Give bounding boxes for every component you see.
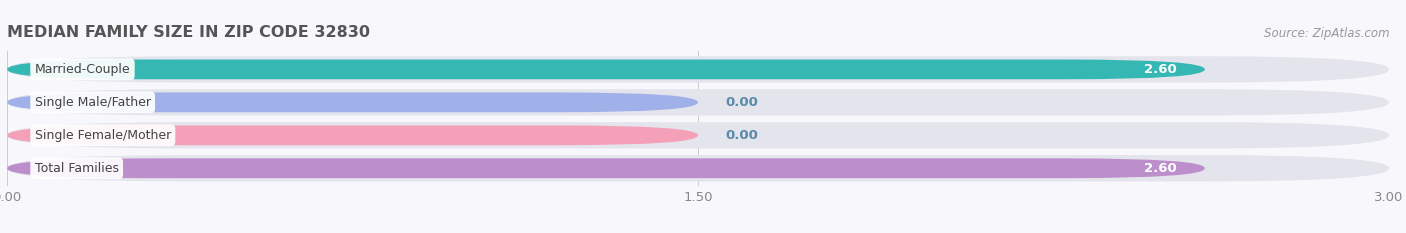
Text: 0.00: 0.00 bbox=[725, 96, 759, 109]
FancyBboxPatch shape bbox=[7, 93, 697, 112]
Text: 0.00: 0.00 bbox=[725, 129, 759, 142]
Text: 2.60: 2.60 bbox=[1144, 63, 1177, 76]
FancyBboxPatch shape bbox=[7, 122, 1389, 148]
FancyBboxPatch shape bbox=[7, 56, 1389, 82]
FancyBboxPatch shape bbox=[7, 59, 1205, 79]
FancyBboxPatch shape bbox=[7, 89, 1389, 116]
FancyBboxPatch shape bbox=[7, 158, 1205, 178]
Text: MEDIAN FAMILY SIZE IN ZIP CODE 32830: MEDIAN FAMILY SIZE IN ZIP CODE 32830 bbox=[7, 25, 370, 41]
Text: Source: ZipAtlas.com: Source: ZipAtlas.com bbox=[1264, 27, 1389, 41]
Text: Single Female/Mother: Single Female/Mother bbox=[35, 129, 172, 142]
Text: Single Male/Father: Single Male/Father bbox=[35, 96, 150, 109]
Text: Total Families: Total Families bbox=[35, 162, 118, 175]
FancyBboxPatch shape bbox=[7, 155, 1389, 182]
Text: Married-Couple: Married-Couple bbox=[35, 63, 131, 76]
Text: 2.60: 2.60 bbox=[1144, 162, 1177, 175]
FancyBboxPatch shape bbox=[7, 125, 697, 145]
